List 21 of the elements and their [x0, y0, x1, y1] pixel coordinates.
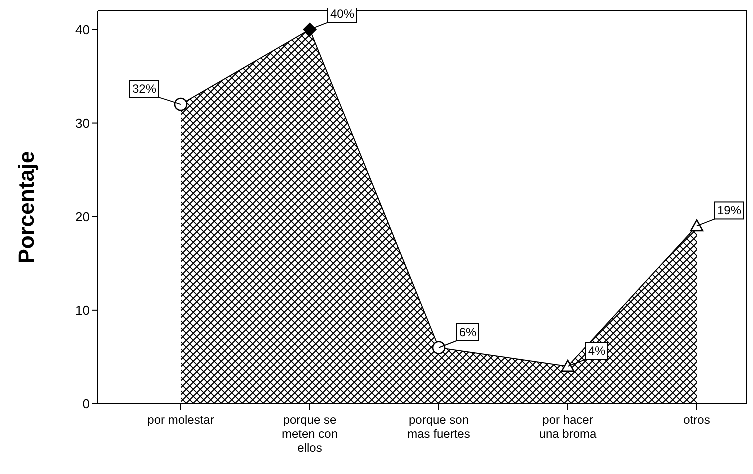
y-tick-label: 40: [76, 22, 90, 38]
point: [690, 220, 704, 232]
y-axis-title: Porcentaje: [14, 151, 39, 264]
x-tick-label: otros: [684, 413, 710, 427]
x-tick-label: por molestar: [148, 413, 214, 427]
point: [174, 98, 188, 112]
data-label: 19%: [717, 204, 742, 218]
y-tick-label: 30: [76, 116, 90, 131]
data-label: 40%: [330, 7, 355, 22]
point: [303, 22, 317, 37]
y-tick-label: 10: [76, 303, 90, 318]
point: [561, 360, 575, 372]
y-tick-label: 0: [82, 396, 90, 412]
point: [432, 341, 446, 355]
data-label: 4%: [588, 344, 606, 358]
data-label: 32%: [132, 82, 157, 96]
x-tick-label: por hacer una broma: [539, 413, 598, 441]
x-tick-label: porque son mas fuertes: [408, 413, 470, 441]
y-tick-label: 20: [76, 209, 90, 224]
x-tick-label: porque se meten con ellos: [282, 413, 338, 455]
data-label: 6%: [459, 325, 477, 340]
